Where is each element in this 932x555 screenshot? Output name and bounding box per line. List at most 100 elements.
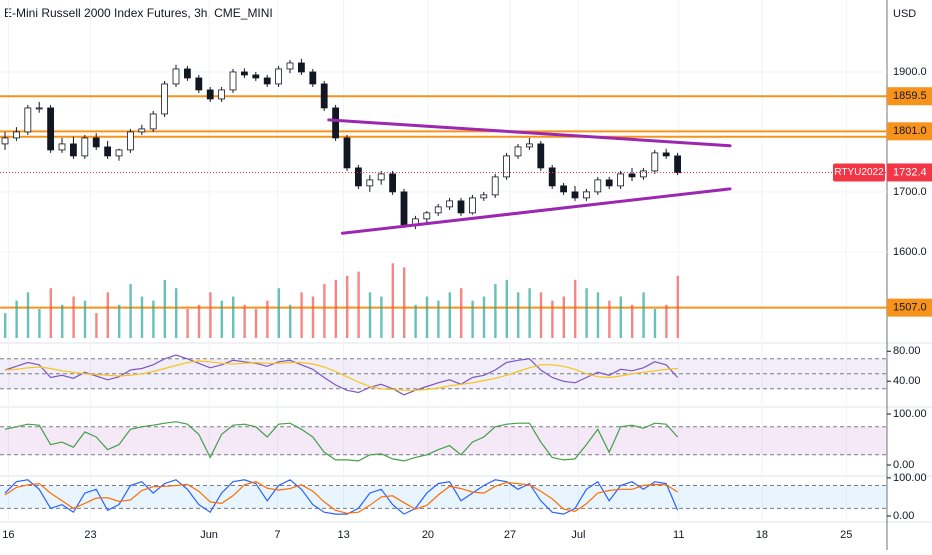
y-tick-label: 80.00 [893,345,921,357]
level-label: 1801.0 [893,125,927,137]
candle-body [377,173,385,181]
level-label-box [887,298,932,317]
candle-body [468,197,476,214]
x-tick-label: 25 [840,529,852,541]
volume-bar [448,292,451,338]
volume-bar [300,292,303,338]
x-tick-label: 20 [422,529,434,541]
volume-bar [163,279,167,338]
candle-body [491,176,499,196]
volume-bar [197,304,201,338]
volume-bar [72,296,75,338]
volume-bar [414,304,417,338]
trend-line [327,118,732,148]
candle-body [161,83,169,115]
level-label-box [887,87,932,106]
volume-bar [175,288,178,338]
trend-line [340,187,732,235]
candle-body [548,167,556,187]
candle-body [229,71,237,91]
volume-bar [311,296,315,338]
candle-body [241,71,248,76]
volume-bar [596,292,600,338]
volume-bar [368,292,372,338]
candle-body [457,200,465,214]
candle-body [320,83,328,109]
candle-body [628,173,636,178]
volume-bar [585,288,588,338]
candle-body [525,143,533,148]
candle-body [343,137,351,169]
volume-bar [346,275,349,338]
candle-body [332,107,340,139]
y-tick-label: 0.00 [893,510,914,522]
chart-title: E-Mini Russell 2000 Index Futures, 3h, C… [4,6,273,20]
volume-bar [551,300,554,338]
volume-bar [494,284,497,338]
candle-body [184,68,191,79]
candle-body [13,131,20,139]
candle-body [195,77,203,91]
y-tick-label: 100.00 [893,408,927,420]
candle-body [24,107,32,133]
candle-body [674,155,681,174]
volume-bar [357,271,360,338]
volume-bar [232,296,235,338]
indicator-line [4,354,679,396]
volume-bar [425,296,429,338]
y-tick-label: 1600.0 [893,246,927,258]
y-tick-label: 0.00 [893,459,914,471]
volume-bar [140,296,144,338]
currency-label: USD [893,8,916,20]
volume-bar [254,308,258,338]
candle-body [286,62,294,70]
volume-bar [516,292,520,338]
candle-body [58,143,66,151]
candle-body [651,152,659,172]
volume-bar [608,300,611,338]
candle-body [138,128,146,133]
volume-bar [505,279,508,338]
volume-bar [528,288,531,338]
candle-body [571,191,579,199]
candle-body [47,107,55,151]
band [0,485,887,509]
volume-bar [653,308,657,338]
volume-bar [459,288,463,338]
candle-body [366,179,374,187]
volume-bar [630,304,634,338]
volume-bar [49,288,53,338]
volume-bar [220,300,224,338]
x-tick-label: 11 [673,529,684,541]
y-tick-label: 100.00 [893,472,927,484]
candle-body [1,137,9,145]
candle-body [389,173,397,193]
candle-body [560,185,567,193]
volume-bar [15,300,18,338]
candle-body [480,194,488,199]
indicator-line [4,421,679,462]
candle-body [298,62,305,73]
candle-body [423,212,431,220]
candle-body [104,146,112,157]
x-tick-label: 13 [337,529,349,541]
volume-bar [266,300,269,338]
symbol-box [833,163,885,182]
y-tick-label: 40.00 [893,375,921,387]
candle-body [355,167,362,187]
indicator-line [4,479,679,515]
candle-body [309,71,317,85]
volume-bar [323,284,326,338]
y-tick-label: 1900.0 [893,66,927,78]
volume-bar [209,292,212,338]
candle-body [503,155,510,178]
candle-body [115,149,123,157]
x-tick-label: 23 [84,529,96,541]
x-tick-label: 16 [2,529,14,541]
volume-bar [380,296,383,338]
volume-bar [118,304,121,338]
indicator-line [4,360,678,391]
volume-bar [129,284,132,338]
candle-body [446,200,453,208]
